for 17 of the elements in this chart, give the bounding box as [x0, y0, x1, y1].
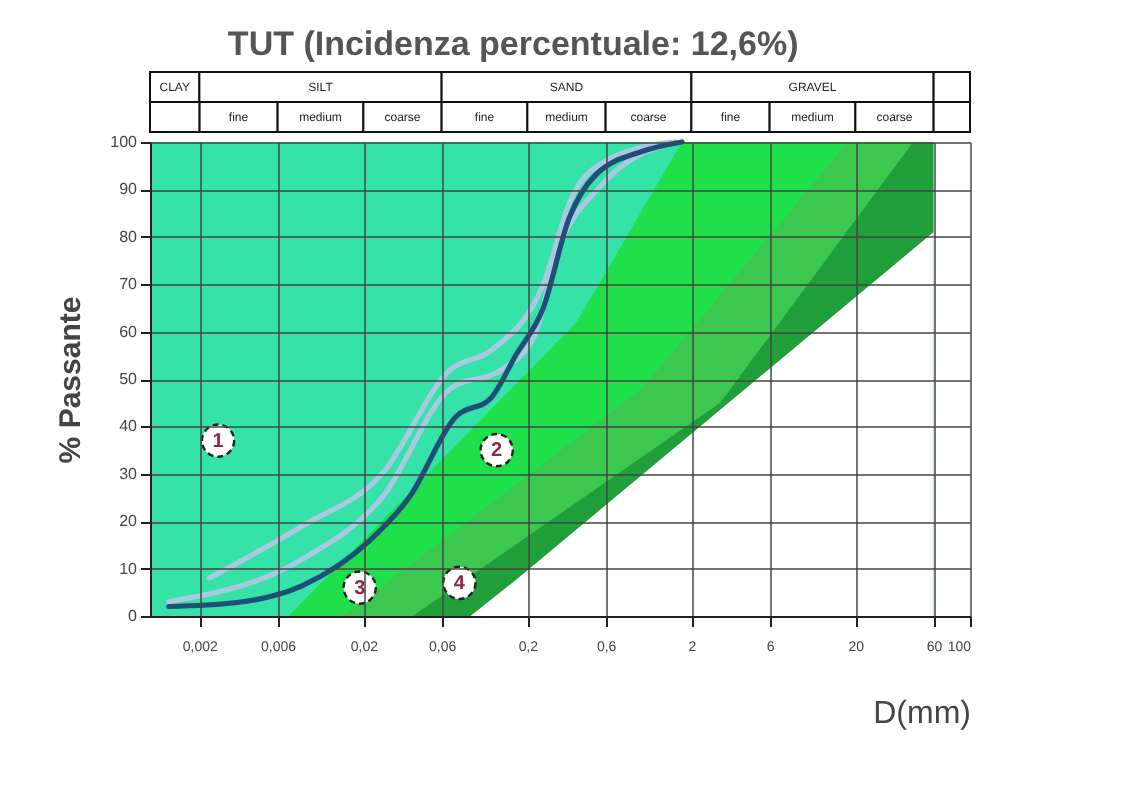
- annotation: 1: [212, 430, 225, 453]
- y-tick-label: 30: [119, 464, 139, 483]
- y-tick-label: 40: [119, 417, 139, 436]
- y-tick-label: 50: [119, 370, 139, 388]
- y-tick-label: 80: [119, 227, 139, 246]
- annotation: 4: [453, 572, 466, 595]
- chart-title: TUT (Incidenza percentuale: 12,6%): [227, 25, 799, 63]
- y-tick-label: 20: [119, 512, 139, 531]
- y-tick-label: 0: [128, 607, 139, 625]
- y-tick-label: 70: [119, 275, 139, 294]
- x-axis-title: D(mm): [873, 697, 971, 731]
- y-tick-label: 90: [119, 180, 139, 199]
- y-tick-label: 100: [110, 133, 139, 151]
- y-tick-label: 10: [119, 559, 139, 578]
- annotation: 2: [491, 440, 504, 463]
- y-tick-label: 60: [119, 322, 139, 341]
- y-axis-title: % Passante: [54, 296, 89, 464]
